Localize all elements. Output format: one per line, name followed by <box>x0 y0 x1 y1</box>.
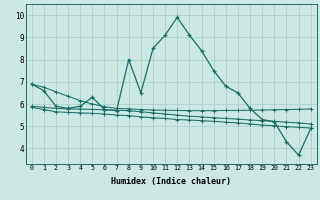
X-axis label: Humidex (Indice chaleur): Humidex (Indice chaleur) <box>111 177 231 186</box>
